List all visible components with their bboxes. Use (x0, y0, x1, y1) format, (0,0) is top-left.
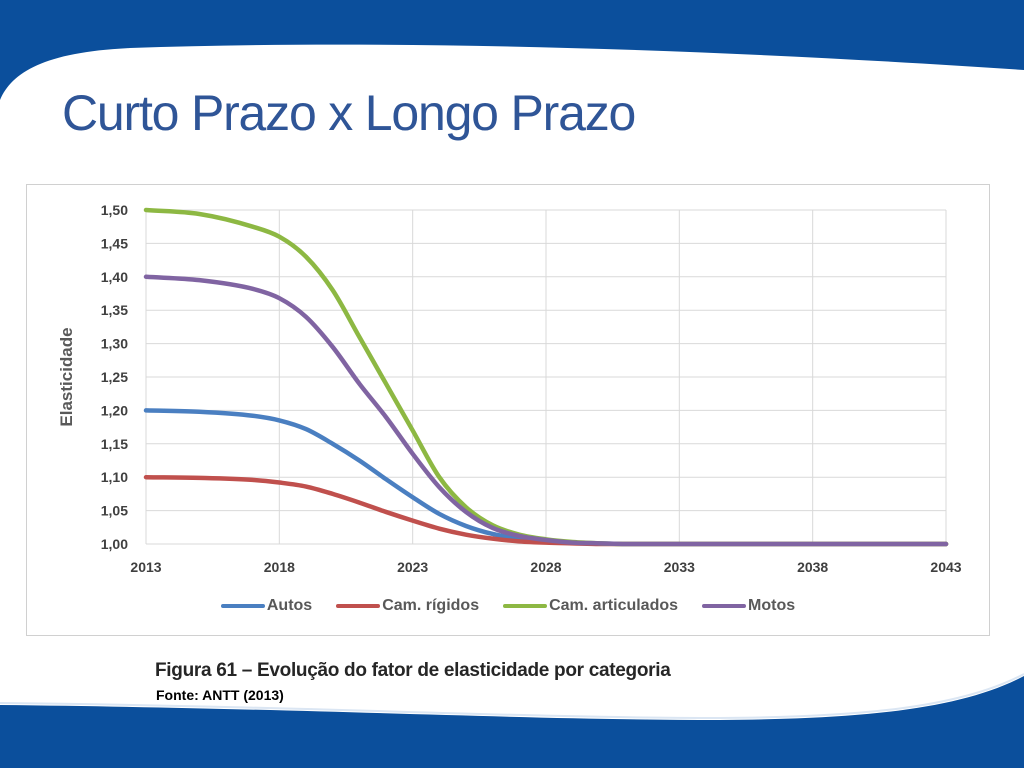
y-axis-title: Elasticidade (57, 327, 76, 426)
y-tick-label: 1,10 (101, 469, 128, 485)
legend-swatch (220, 604, 265, 608)
legend-label: Cam. rígidos (382, 597, 480, 614)
legend-swatch (336, 604, 381, 608)
y-tick-label: 1,30 (101, 336, 128, 352)
y-tick-label: 1,05 (101, 503, 128, 519)
y-tick-label: 1,00 (101, 536, 128, 552)
y-tick-label: 1,20 (101, 402, 128, 418)
x-tick-label: 2033 (664, 559, 695, 575)
chart-container: 1,00 1,05 1,10 1,15 1,20 1,25 1,30 1,35 1,40 1,45… (26, 184, 990, 636)
y-tick-label: 1,15 (101, 436, 128, 452)
slide-title: Curto Prazo x Longo Prazo (62, 85, 636, 141)
y-tick-label: 1,35 (101, 302, 128, 318)
x-tick-label: 2028 (530, 559, 561, 575)
legend-swatch (503, 604, 548, 608)
legend-label: Autos (266, 597, 313, 614)
legend-item: Motos (702, 597, 795, 615)
figure-caption: Figura 61 – Evolução do fator de elastic… (155, 660, 671, 681)
x-tick-label: 2013 (130, 559, 161, 575)
x-tick-label: 2038 (797, 559, 828, 575)
top-banner (0, 0, 1024, 100)
figure-source: Fonte: ANTT (2013) (156, 687, 284, 703)
legend-swatch (702, 604, 747, 608)
y-tick-label: 1,45 (101, 235, 128, 251)
legend-item: Cam. rígidos (336, 597, 479, 615)
series-line-4 (143, 274, 949, 547)
bottom-banner (0, 676, 1024, 768)
elasticity-line-chart: 1,00 1,05 1,10 1,15 1,20 1,25 1,30 1,35 1,40 1,45… (57, 202, 962, 575)
x-tick-label: 2018 (264, 559, 295, 575)
legend-item: Cam. articulados (503, 597, 678, 615)
legend-label: Cam. articulados (549, 597, 679, 614)
bottom-banner-highlight (0, 673, 1024, 720)
y-tick-label: 1,25 (101, 369, 128, 385)
chart-legend: Autos Cam. rígidos Cam. articulados Motos (27, 597, 989, 615)
y-tick-label: 1,40 (101, 269, 128, 285)
y-tick-label: 1,50 (101, 202, 128, 218)
x-tick-label: 2023 (397, 559, 428, 575)
x-tick-label: 2043 (930, 559, 961, 575)
legend-item: Autos (220, 597, 313, 615)
legend-label: Motos (748, 597, 796, 614)
